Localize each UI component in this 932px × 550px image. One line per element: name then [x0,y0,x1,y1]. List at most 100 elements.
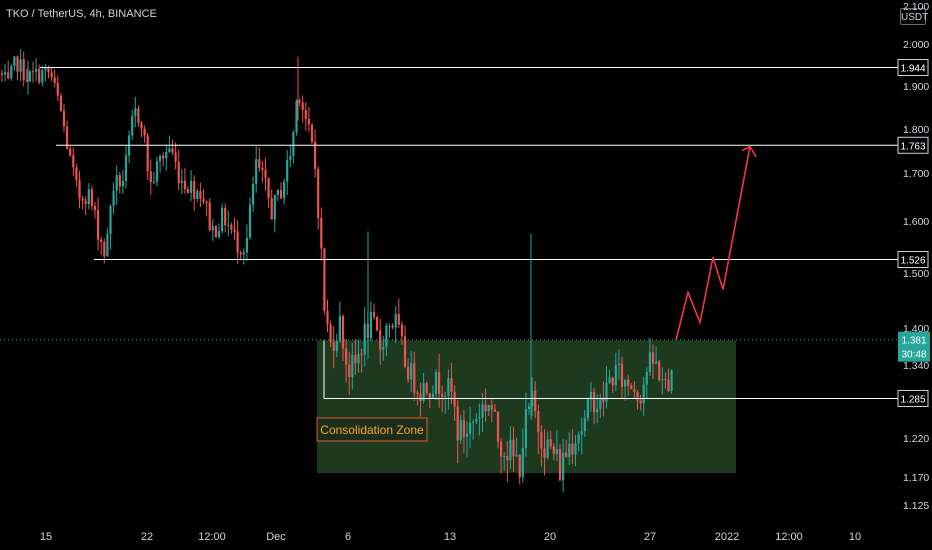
consolidation-zone-label: Consolidation Zone [316,417,428,442]
candle [658,360,661,382]
candle [419,382,422,417]
candle [583,409,586,437]
candle [162,152,165,167]
candle [239,250,242,260]
candle [183,168,186,194]
candle [385,323,388,356]
candle [75,164,78,187]
candle [630,383,633,390]
candle [283,178,286,205]
candle [490,398,493,422]
candle [248,197,252,240]
candle [146,132,149,180]
candle [106,228,109,257]
candle [100,236,103,255]
candle [317,166,320,230]
candle [332,325,335,369]
candle [447,369,450,410]
candle [16,55,19,81]
candle [323,247,326,315]
candle [403,325,407,369]
currency-button[interactable]: USDT [900,8,928,25]
candle [574,435,577,467]
x-tick-label: 12:00 [198,531,226,543]
candle [596,394,599,424]
candle [475,413,478,425]
candle [35,58,38,82]
candle [382,335,385,361]
candle [512,426,515,472]
candle [53,69,56,88]
candle [608,369,611,384]
svg-text:1.944: 1.944 [900,64,925,75]
candle [558,444,562,482]
candle [360,348,363,373]
candle [199,182,202,208]
candle [335,333,338,358]
x-tick-label: 27 [644,531,656,543]
y-tick-label: 1.220 [903,433,929,445]
candle [478,403,481,436]
candle [611,376,614,393]
candle [230,222,233,234]
candle [580,417,583,455]
consolidation-zone-box[interactable] [317,340,736,474]
candle [72,147,75,176]
candle [549,430,552,450]
candle [56,75,59,101]
candle [298,98,301,107]
candle [599,393,602,418]
candle [292,130,295,164]
candle [487,404,490,416]
candle [546,431,549,460]
candle [388,323,391,338]
candle [434,369,438,401]
candle [338,301,341,343]
y-tick-label: 2.000 [903,39,929,51]
candle [267,177,270,209]
y-tick-label: 1.900 [903,81,929,93]
y-tick-label: 1.600 [903,216,929,228]
candle [484,388,487,422]
candle [289,145,292,168]
candle [59,92,62,112]
candle [518,454,521,485]
candle [410,350,413,393]
candle [537,404,540,454]
candle [506,441,509,482]
candle [565,439,568,458]
candle [112,182,115,215]
x-tick-label: 22 [141,531,153,543]
candle [636,389,639,410]
candle [258,147,261,173]
candle [128,130,131,164]
candle [453,385,456,421]
candle [276,189,279,202]
candle [562,438,565,493]
x-tick-label: 2022 [715,531,739,543]
candle [236,220,239,264]
candle [397,298,400,328]
projection-path[interactable] [675,146,751,341]
candle [509,425,512,469]
candle [205,200,208,217]
candle [664,372,667,389]
candle [81,195,84,210]
candle [227,210,230,237]
candle [456,399,459,464]
candle [270,189,273,220]
candle [28,69,31,82]
candle [261,161,264,183]
candle [661,367,664,395]
candle [589,381,593,412]
svg-text:1.526: 1.526 [900,255,925,266]
candle [651,344,655,380]
candle [633,381,636,399]
symbol-title[interactable]: TKO / TetherUS, 4h, BINANCE [6,8,157,20]
candle [425,381,428,396]
candle [131,109,134,140]
candle [655,346,658,365]
candle [465,421,469,458]
candle [593,387,596,425]
